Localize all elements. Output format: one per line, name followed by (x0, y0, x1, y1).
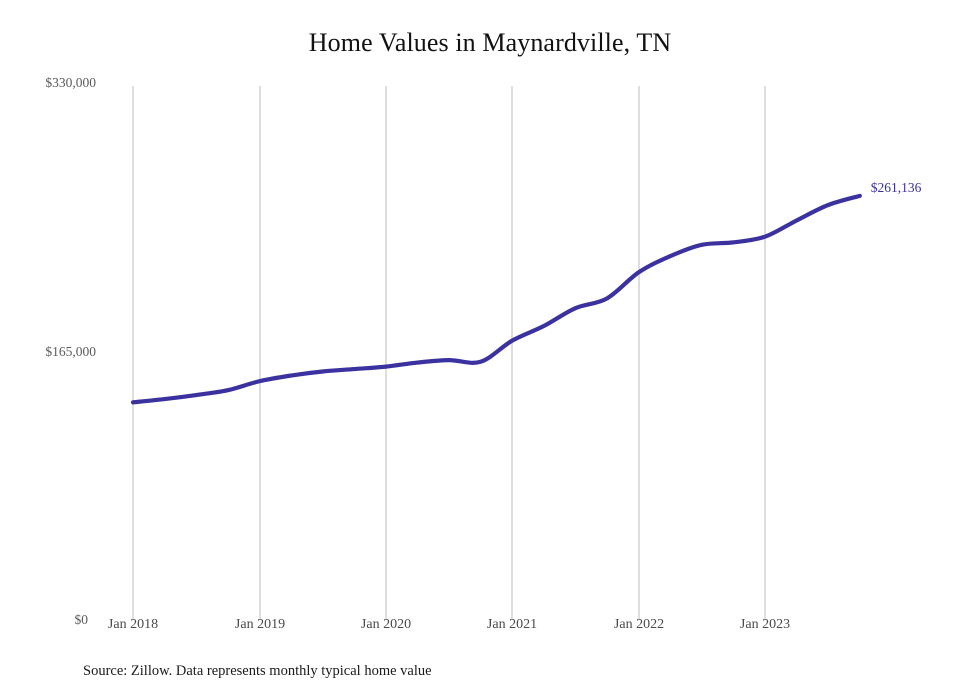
x-axis-tick-label-jan-2018: Jan 2018 (107, 617, 159, 632)
y-axis-tick-label-mid: $165,000 (45, 344, 96, 359)
series-end-value-label: $261,136 (870, 179, 922, 195)
source-note: Source: Zillow. Data represents monthly … (83, 663, 432, 679)
x-axis-tick-label-jan-2020: Jan 2020 (360, 617, 412, 632)
y-axis-tick-label-top: $330,000 (45, 75, 96, 90)
gridlines (132, 86, 766, 620)
x-axis-tick-label-jan-2021: Jan 2021 (486, 617, 538, 632)
chart-title: Home Values in Maynardville, TN (308, 28, 672, 57)
x-axis-tick-label-jan-2022: Jan 2022 (613, 617, 665, 632)
y-axis-tick-label-bottom: $0 (74, 612, 89, 627)
x-axis-tick-label-jan-2019: Jan 2019 (234, 617, 286, 632)
home-value-line-series (130, 193, 862, 405)
x-axis-tick-label-jan-2023: Jan 2023 (739, 617, 791, 632)
